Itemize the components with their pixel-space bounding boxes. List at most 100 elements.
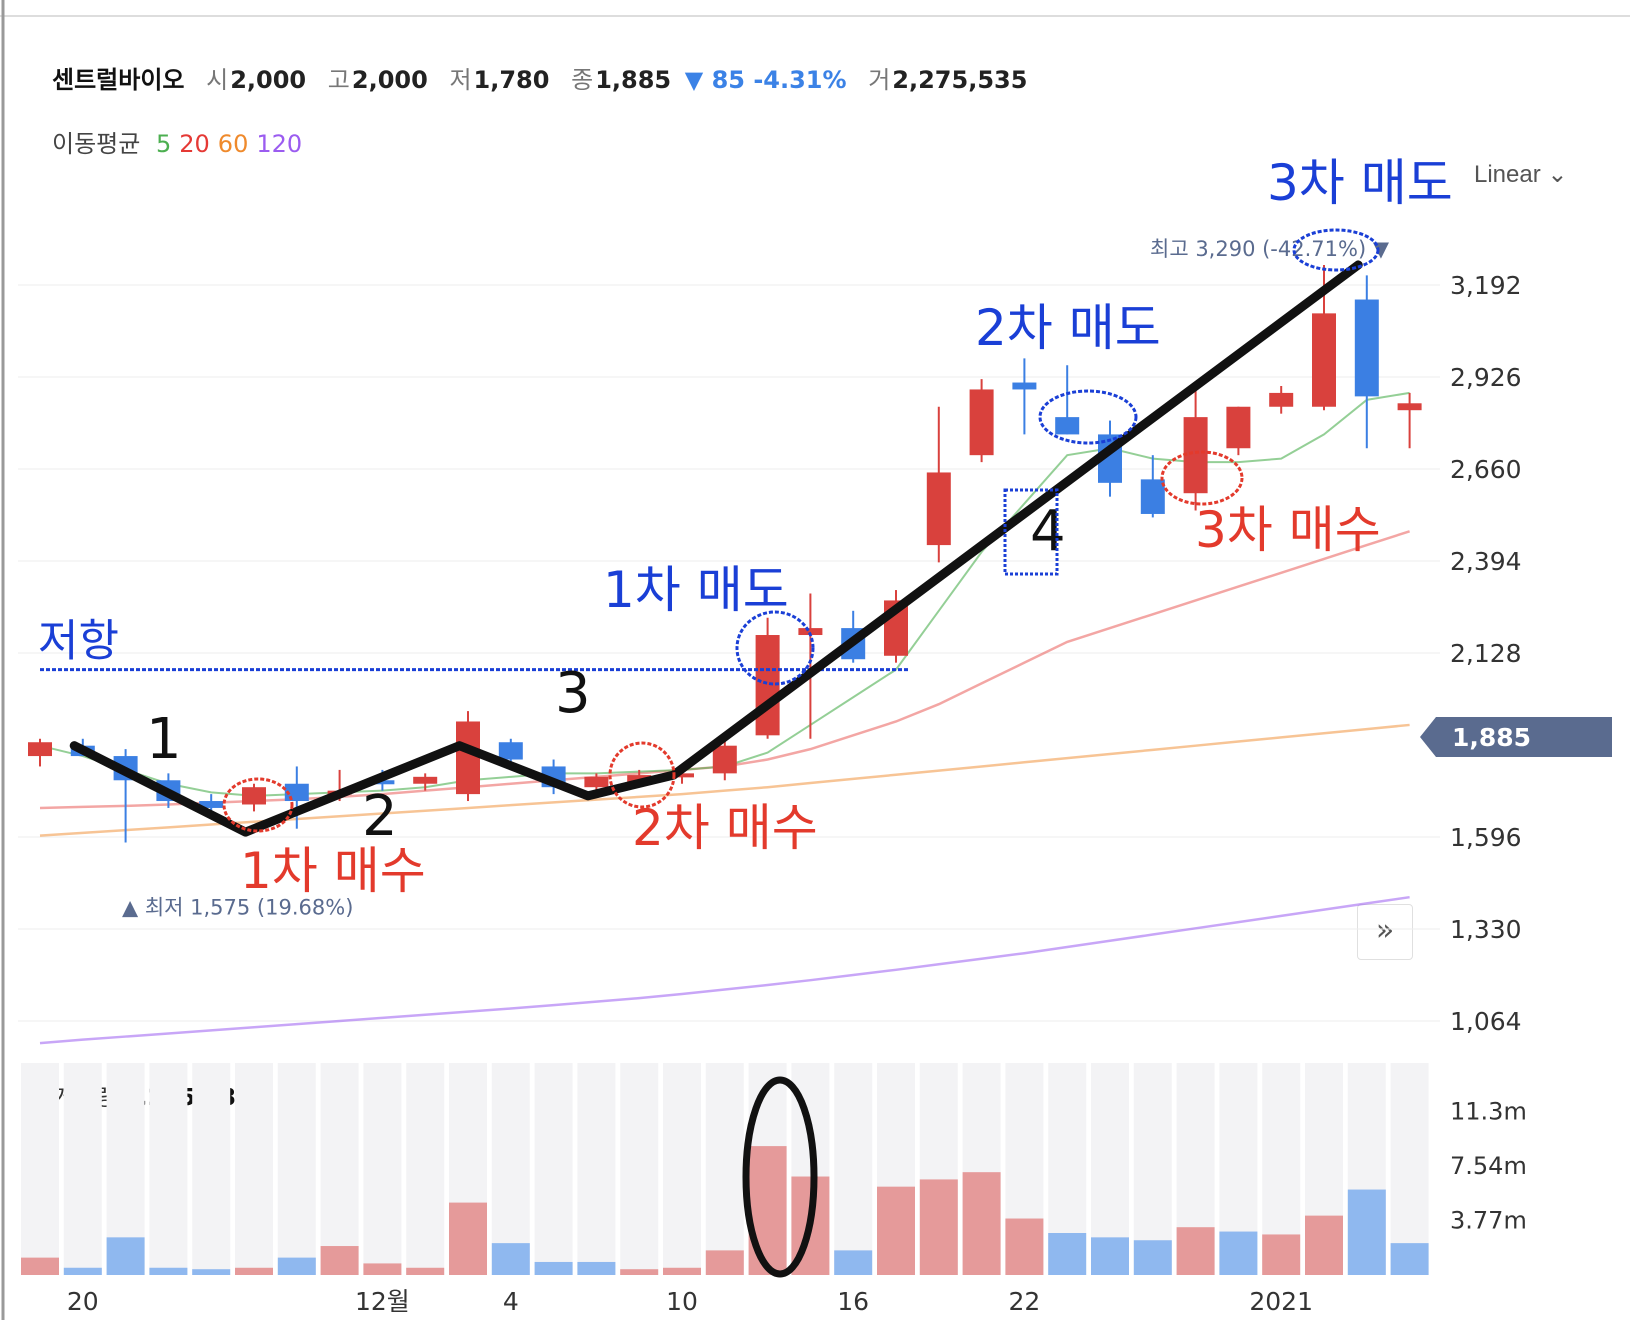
volume-bar — [406, 1267, 445, 1275]
volume-bar — [534, 1261, 573, 1275]
volume-bar — [491, 1243, 530, 1275]
volume-bar — [192, 1269, 231, 1275]
volume-column-bg — [1390, 1063, 1429, 1275]
candle-body — [1354, 299, 1379, 397]
high-value: 2,000 — [351, 66, 428, 94]
ma-120-line — [39, 895, 1410, 1045]
ohlc-header: 센트럴바이오 시2,000 고2,000 저1,780 종1,885 ▼ 85 … — [52, 60, 1027, 95]
volume-bar — [149, 1267, 188, 1275]
buy-label: 2차 매수 — [632, 799, 818, 857]
candle-body — [370, 780, 395, 785]
volume-bar — [1091, 1237, 1129, 1275]
volume-column-bg — [620, 1063, 659, 1275]
volume-bar — [577, 1261, 616, 1275]
volume-column-bg — [63, 1063, 102, 1275]
volume-column-bg — [192, 1063, 231, 1275]
candle-body — [199, 801, 224, 808]
moving-average-legend[interactable]: 이동평균 5 20 60 120 — [52, 124, 302, 159]
volume-column-bg — [363, 1063, 402, 1275]
ma-60-period: 60 — [217, 130, 249, 158]
volume-column-bg — [834, 1063, 873, 1275]
sell-circle — [1292, 228, 1380, 272]
volume-label: 거 — [868, 66, 891, 94]
volume-column-bg — [235, 1063, 273, 1275]
candle-body — [1269, 392, 1294, 407]
trend-number-4: 4 — [1030, 499, 1066, 564]
candle-body — [584, 776, 609, 788]
open-label: 시 — [206, 66, 229, 94]
volume-column-bg — [705, 1063, 744, 1275]
scale-selector[interactable]: Linear ⌄ — [1474, 160, 1568, 189]
volume-tick-label: 11.3m — [1450, 1097, 1527, 1125]
price-tick-label: 3,192 — [1450, 271, 1522, 300]
volume-column-bg — [320, 1063, 359, 1275]
price-tick-label: 2,394 — [1450, 547, 1522, 576]
volume-bar — [363, 1263, 402, 1275]
candle-body — [28, 742, 52, 757]
sell-circle — [1038, 389, 1138, 445]
volume-column-bg — [406, 1063, 445, 1275]
trend-number-2: 2 — [362, 784, 398, 849]
volume-bar — [63, 1267, 102, 1275]
volume-bar — [1176, 1227, 1215, 1275]
open-value: 2,000 — [230, 66, 307, 94]
scroll-right-button[interactable]: » — [1357, 904, 1413, 960]
volume-column-bg — [663, 1063, 701, 1275]
volume-tick-label: 3.77m — [1450, 1206, 1527, 1234]
volume-bar — [877, 1186, 915, 1275]
low-marker-label: ▲ 최저 1,575 (19.68%) — [122, 895, 353, 919]
volume-bar — [1390, 1243, 1429, 1275]
change-value: ▼ 85 -4.31% — [684, 66, 847, 94]
volume-column-bg — [491, 1063, 530, 1275]
candle-body — [1312, 313, 1336, 407]
volume-column-bg — [577, 1063, 616, 1275]
x-tick-label: 22 — [1008, 1287, 1040, 1316]
trend-number-4-box — [1003, 488, 1059, 576]
volume-column-bg — [1133, 1063, 1172, 1275]
ma-120-period: 120 — [256, 130, 303, 158]
volume-tick-label: 7.54m — [1450, 1152, 1527, 1180]
close-label: 종 — [571, 66, 594, 94]
volume-column-bg — [534, 1063, 573, 1275]
x-tick-label: 2021 — [1249, 1287, 1313, 1316]
volume-spike-circle — [742, 1076, 818, 1278]
volume-bar — [1005, 1218, 1044, 1275]
volume-bar — [962, 1172, 1001, 1275]
sell-label: 1차 매도 — [603, 561, 789, 619]
volume-bar — [449, 1202, 487, 1275]
x-tick-label: 10 — [666, 1287, 698, 1316]
volume-bar — [705, 1250, 744, 1275]
resistance-label: 저항 — [38, 616, 119, 667]
buy-label: 1차 매수 — [240, 842, 426, 900]
volume-bar — [235, 1267, 273, 1275]
sell-label: 2차 매도 — [975, 299, 1161, 357]
volume-bar — [919, 1179, 958, 1275]
candle-body — [969, 389, 994, 456]
volume-bar — [663, 1267, 701, 1275]
volume-column-bg — [149, 1063, 188, 1275]
price-tick-label: 1,596 — [1450, 823, 1522, 852]
candle-body — [1226, 406, 1251, 449]
x-tick-label: 4 — [503, 1287, 519, 1316]
ma-label: 이동평균 — [52, 130, 141, 158]
price-tick-label: 2,926 — [1450, 363, 1522, 392]
candle-body — [712, 745, 737, 774]
scale-selector-label: Linear — [1474, 161, 1541, 188]
volume-column-bg — [21, 1063, 59, 1275]
ma-5-period: 5 — [155, 130, 172, 158]
sell-label: 3차 매도 — [1267, 154, 1453, 212]
candle-body — [1012, 382, 1037, 390]
volume-bar — [1347, 1189, 1386, 1275]
low-value: 1,780 — [473, 66, 550, 94]
volume-bar — [748, 1146, 787, 1275]
stock-name: 센트럴바이오 — [52, 66, 185, 94]
volume-value: 2,275,535 — [892, 66, 1028, 94]
buy-circle — [1160, 450, 1244, 506]
price-tick-label: 2,660 — [1450, 455, 1522, 484]
x-tick-label: 20 — [67, 1287, 99, 1316]
high-label: 고 — [327, 66, 350, 94]
trend-number-1: 1 — [146, 707, 182, 772]
high-marker-label: 최고 3,290 (-42.71%) ▼ — [1150, 237, 1390, 261]
current-price-tag — [1420, 717, 1612, 758]
